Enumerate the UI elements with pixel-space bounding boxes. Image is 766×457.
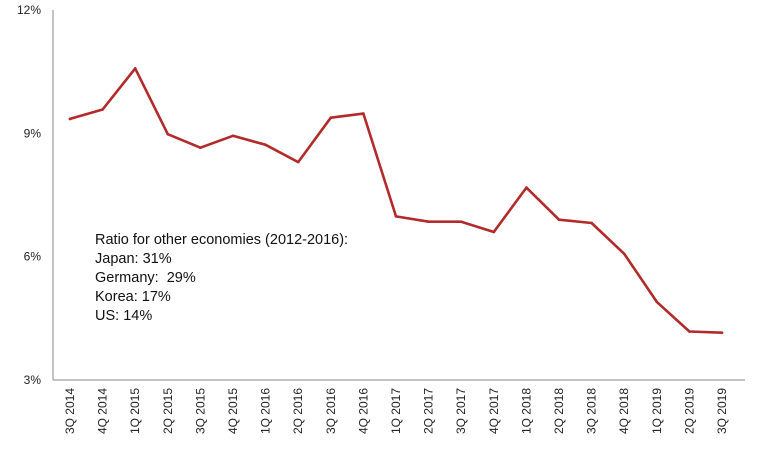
x-tick-label: 4Q 2017 [487, 388, 501, 434]
x-tick-label: 3Q 2016 [324, 388, 338, 434]
x-tick-label: 4Q 2015 [226, 388, 240, 434]
y-tick-label: 6% [24, 250, 42, 264]
x-tick-label: 3Q 2017 [454, 388, 468, 434]
data-point [166, 132, 170, 136]
data-point [199, 146, 202, 150]
x-axis-ticks: 3Q 2014 4Q 2014 1Q 2015 2Q 2015 3Q 2015 4Q 20… [63, 388, 729, 434]
data-point [688, 330, 691, 333]
x-tick-label: 3Q 2014 [63, 388, 77, 434]
x-tick-label: 2Q 2018 [552, 388, 566, 434]
data-point [362, 112, 365, 115]
annotation-box: Ratio for other economies (2012-2016): J… [95, 231, 348, 326]
x-tick-label: 3Q 2015 [193, 388, 207, 434]
x-tick-label: 4Q 2014 [96, 388, 110, 434]
y-tick-label: 9% [24, 126, 42, 140]
data-point [296, 160, 300, 164]
data-point [557, 218, 561, 221]
data-point [68, 117, 72, 121]
x-tick-label: 4Q 2018 [617, 388, 631, 434]
x-tick-label: 3Q 2018 [585, 388, 599, 434]
annotation-line-us: US: 14% [95, 308, 153, 324]
x-tick-label: 1Q 2019 [650, 388, 664, 434]
x-tick-label: 3Q 2019 [715, 388, 729, 434]
x-tick-label: 2Q 2019 [682, 388, 696, 434]
data-point [459, 220, 463, 224]
annotation-line-korea: Korea: 17% [95, 289, 171, 305]
data-point [101, 108, 104, 111]
data-point [329, 116, 333, 120]
x-tick-label: 4Q 2016 [356, 388, 370, 434]
data-point [525, 186, 528, 189]
data-point [394, 215, 398, 218]
annotation-title: Ratio for other economies (2012-2016): [95, 232, 349, 248]
x-tick-label: 1Q 2016 [259, 388, 273, 434]
data-point [231, 134, 235, 138]
data-point [622, 252, 626, 256]
annotation-line-germany: Germany: 29% [95, 270, 196, 286]
data-point [427, 220, 430, 224]
data-point [720, 331, 724, 335]
y-tick-label: 3% [24, 373, 42, 387]
x-tick-label: 2Q 2017 [422, 388, 436, 434]
x-tick-label: 2Q 2016 [291, 388, 305, 434]
x-tick-label: 1Q 2018 [519, 388, 533, 434]
y-axis-ticks: 3% 6% 9% 12% [17, 3, 41, 387]
x-tick-label: 1Q 2017 [389, 388, 403, 434]
data-point [590, 221, 593, 225]
data-point [492, 230, 496, 234]
x-tick-label: 2Q 2015 [161, 388, 175, 434]
y-tick-label: 12% [17, 3, 41, 17]
data-point [264, 143, 267, 147]
data-point [655, 300, 659, 304]
annotation-line-japan: Japan: 31% [95, 251, 172, 267]
x-tick-label: 1Q 2015 [128, 388, 142, 434]
data-point [133, 67, 137, 70]
